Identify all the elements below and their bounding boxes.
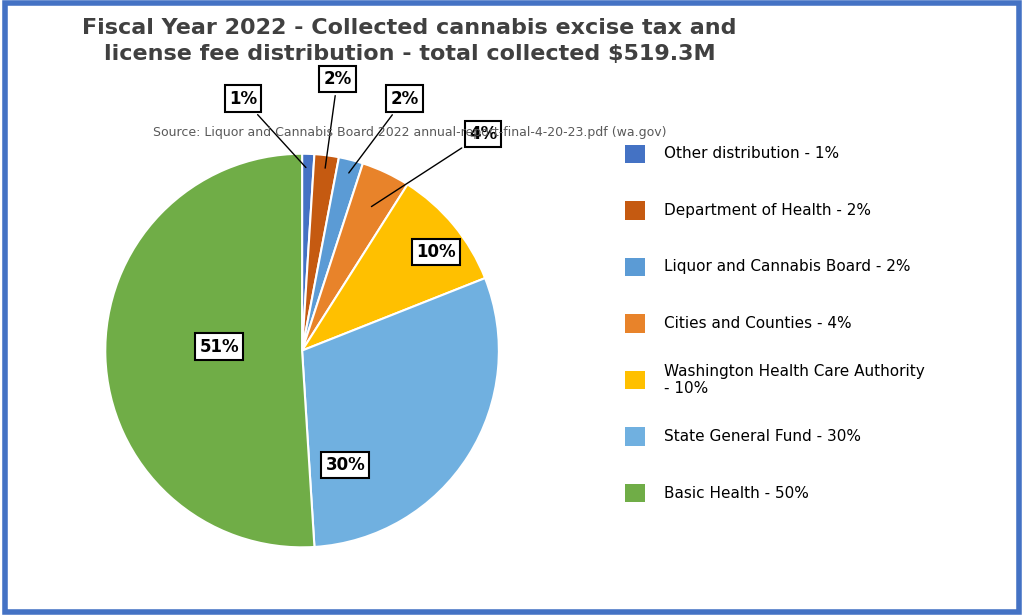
Wedge shape <box>302 164 408 351</box>
Text: Cities and Counties - 4%: Cities and Counties - 4% <box>664 316 851 331</box>
Text: 4%: 4% <box>372 125 498 207</box>
Wedge shape <box>105 154 314 547</box>
Wedge shape <box>302 154 339 351</box>
Text: State General Fund - 30%: State General Fund - 30% <box>664 429 860 444</box>
Text: Fiscal Year 2022 - Collected cannabis excise tax and
license fee distribution - : Fiscal Year 2022 - Collected cannabis ex… <box>82 18 737 64</box>
Wedge shape <box>302 154 314 351</box>
Wedge shape <box>302 278 499 547</box>
Text: 30%: 30% <box>326 456 366 474</box>
Text: Basic Health - 50%: Basic Health - 50% <box>664 486 808 501</box>
Text: Liquor and Cannabis Board - 2%: Liquor and Cannabis Board - 2% <box>664 260 910 274</box>
Wedge shape <box>302 157 362 351</box>
Text: 51%: 51% <box>200 338 240 355</box>
Text: Washington Health Care Authority
- 10%: Washington Health Care Authority - 10% <box>664 364 925 396</box>
Text: 2%: 2% <box>324 70 351 168</box>
Wedge shape <box>302 184 485 351</box>
Text: Source: Liquor and Cannabis Board 2022 annual-report-final-4-20-23.pdf (wa.gov): Source: Liquor and Cannabis Board 2022 a… <box>153 126 667 139</box>
Text: 1%: 1% <box>229 90 306 167</box>
Text: 2%: 2% <box>349 90 419 173</box>
Text: Other distribution - 1%: Other distribution - 1% <box>664 146 839 161</box>
Text: 10%: 10% <box>416 243 456 261</box>
Text: Department of Health - 2%: Department of Health - 2% <box>664 203 870 218</box>
